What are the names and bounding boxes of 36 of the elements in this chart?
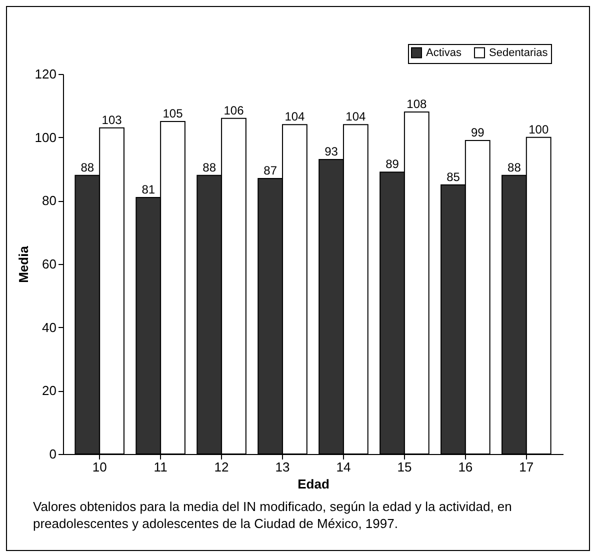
text: Valores obtenidos para la media del IN modificado, según la edad y la actividad, en preadolescentes y adolescentes de la Ciudad de México, 1997. xyxy=(32,498,513,533)
y-axis-title: Media xyxy=(16,245,31,283)
data-label: 105 xyxy=(162,106,184,120)
data-label: 88 xyxy=(202,160,216,174)
x-tick-label: 11 xyxy=(154,460,168,474)
data-label: 87 xyxy=(264,164,278,178)
x-tick-label: 10 xyxy=(92,460,107,474)
x-tick-label: 14 xyxy=(336,460,351,474)
data-label: 108 xyxy=(406,97,427,111)
y-tick-label: 20 xyxy=(42,383,56,398)
x-tick-label: 17 xyxy=(519,460,534,474)
data-label: 106 xyxy=(224,103,244,118)
y-tick-label: 40 xyxy=(42,320,56,335)
data-label: 89 xyxy=(386,157,400,172)
y-tick-label: 60 xyxy=(42,256,56,272)
data-label: 85 xyxy=(446,170,460,184)
data-label: 93 xyxy=(324,144,338,158)
x-tick-label: 13 xyxy=(275,460,290,474)
x-tick-label: 15 xyxy=(397,460,412,474)
x-tick-label: 16 xyxy=(458,460,473,474)
data-label: 81 xyxy=(142,182,156,196)
data-label: 103 xyxy=(102,112,122,127)
y-tick-label: 0 xyxy=(49,446,56,462)
data-label: 100 xyxy=(528,122,549,136)
legend-label: Sedentarias xyxy=(489,46,548,59)
y-tick-label: 100 xyxy=(34,130,56,145)
x-axis-title: Edad xyxy=(298,476,330,492)
y-tick-label: 120 xyxy=(34,66,56,82)
legend-label: Activas xyxy=(426,46,462,59)
data-label: 104 xyxy=(284,110,306,124)
y-tick-label: 80 xyxy=(42,193,56,208)
x-tick-label: 12 xyxy=(214,460,229,474)
data-label: 104 xyxy=(346,110,366,124)
data-label: 88 xyxy=(80,160,94,174)
data-label: 88 xyxy=(508,160,522,174)
data-label: 99 xyxy=(470,126,485,140)
